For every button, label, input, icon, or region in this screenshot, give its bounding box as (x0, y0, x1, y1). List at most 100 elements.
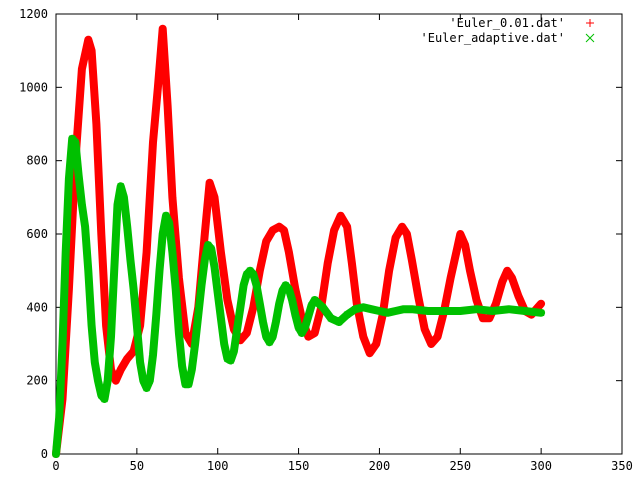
x-tick-label: 150 (288, 459, 310, 473)
data-point (240, 281, 247, 289)
data-point (217, 314, 225, 322)
x-tick-label: 50 (130, 459, 144, 473)
data-point (136, 358, 144, 366)
data-point (473, 305, 480, 313)
data-point (94, 377, 102, 385)
data-point (447, 275, 454, 281)
data-point (91, 358, 99, 366)
data-point (172, 285, 180, 293)
data-point (266, 338, 273, 346)
data-point (207, 245, 215, 253)
data-point (249, 270, 257, 278)
data-point (198, 281, 205, 289)
data-point (351, 305, 359, 313)
data-point (149, 351, 157, 359)
data-point (182, 330, 189, 336)
data-point (182, 380, 189, 388)
data-point (124, 355, 131, 362)
data-point (62, 248, 70, 256)
data-point (114, 201, 121, 209)
y-tick-label: 600 (26, 227, 48, 241)
legend-label-euler-001: 'Euler_0.01.dat' (449, 16, 565, 30)
data-point (311, 330, 318, 336)
data-point (164, 102, 171, 109)
data-point (117, 182, 125, 190)
data-point (509, 275, 516, 281)
data-point (392, 234, 399, 241)
data-point (93, 121, 100, 127)
data-point (191, 340, 199, 348)
data-point (150, 139, 157, 146)
data-point (224, 355, 231, 363)
series-layer (52, 24, 546, 458)
data-point (392, 307, 399, 315)
data-point (107, 333, 115, 341)
data-point (130, 285, 137, 293)
x-tick-label: 300 (530, 459, 552, 473)
data-point (400, 305, 408, 313)
data-point (367, 305, 375, 313)
data-point (88, 47, 95, 54)
data-point (81, 223, 89, 231)
y-tick-label: 800 (26, 154, 48, 168)
data-point (169, 194, 176, 201)
axis-ticks (55, 13, 623, 455)
legend-label-euler-adaptive: 'Euler_adaptive.dat' (421, 31, 566, 45)
data-point (201, 231, 208, 237)
data-point (343, 311, 351, 319)
data-point (291, 311, 299, 319)
data-point (295, 324, 302, 331)
data-point (348, 260, 355, 267)
data-point (250, 304, 257, 311)
data-point (256, 300, 264, 308)
data-point (360, 333, 367, 340)
data-point (311, 296, 319, 304)
data-point (421, 326, 428, 333)
data-point (201, 256, 209, 264)
data-point (194, 311, 202, 319)
data-point (337, 212, 344, 219)
data-point (292, 286, 299, 292)
data-point (386, 267, 393, 274)
data-point (415, 293, 422, 300)
data-point (84, 267, 92, 275)
data-point (462, 242, 469, 248)
legend: 'Euler_0.01.dat' 'Euler_adaptive.dat' (421, 16, 595, 45)
data-point (269, 333, 277, 341)
data-point (159, 230, 167, 238)
data-point (324, 260, 331, 267)
data-point (335, 318, 343, 326)
data-point (217, 249, 224, 256)
data-point (152, 311, 160, 319)
data-point (285, 285, 293, 293)
data-point (457, 231, 464, 237)
data-point (272, 318, 280, 326)
x-tick-label: 100 (207, 459, 229, 473)
data-point (473, 297, 480, 303)
data-point (101, 395, 108, 403)
data-point (424, 307, 432, 315)
data-point (75, 171, 82, 179)
data-point (214, 289, 222, 297)
data-point (85, 36, 92, 43)
axis-tick-labels: 0 50 100 150 200 250 300 350 0 200 400 600 800 1000 12… (19, 7, 633, 473)
data-point (117, 366, 124, 373)
data-point (139, 377, 147, 385)
data-point (78, 201, 86, 209)
data-point (52, 450, 60, 458)
y-tick-label: 1200 (19, 7, 48, 21)
data-point (178, 362, 186, 370)
data-point (78, 66, 85, 72)
data-point (262, 333, 270, 341)
data-point (331, 227, 338, 234)
data-point (399, 223, 406, 230)
series-euler-adaptive (52, 134, 546, 458)
data-point (65, 175, 73, 183)
data-point (384, 309, 391, 317)
legend-marker-glyph (586, 19, 594, 27)
data-point (159, 25, 166, 32)
data-point (162, 212, 170, 220)
data-point (133, 322, 141, 330)
data-point (373, 341, 380, 347)
